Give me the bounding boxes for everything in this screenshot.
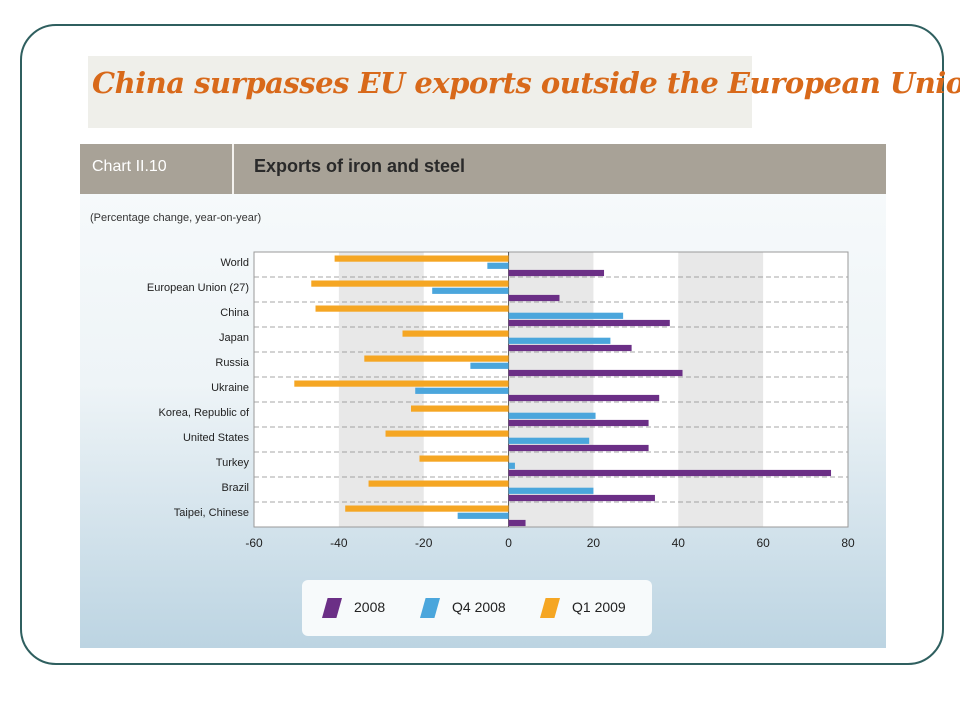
bar-q4-2008 [508,437,590,444]
bar-q4-2008 [432,287,509,294]
bar-q4-2008 [508,337,611,344]
bar-q1-2009 [345,505,509,512]
bar-q1-2009 [294,380,509,387]
category-label: Russia [215,357,250,369]
plot-frame [253,251,849,528]
bar-q1-2009 [402,330,509,337]
x-tick-label: 0 [505,536,512,550]
bar-q4-2008 [470,362,509,369]
x-tick-label: -40 [330,536,348,550]
bar-2008 [508,444,649,452]
category-label: European Union (27) [147,282,249,294]
x-tick-label: -60 [245,536,263,550]
x-tick-label: -20 [415,536,433,550]
bar-q4-2008 [508,412,596,419]
bar-q4-2008 [508,312,624,319]
bar-q4-2008 [508,487,594,494]
bar-2008 [508,519,526,527]
legend-label-2008: 2008 [354,599,386,615]
legend-swatch-q4-2008 [420,598,440,618]
header-divider [232,144,234,194]
category-label: Japan [219,332,249,344]
x-tick-label: 40 [672,536,686,550]
bar-q1-2009 [410,405,509,412]
bar-q4-2008 [415,387,509,394]
bar-2008 [508,269,605,277]
x-tick-label: 60 [756,536,770,550]
chart-title: Exports of iron and steel [254,156,466,176]
category-label: Turkey [216,457,250,469]
bar-q1-2009 [364,355,509,362]
category-label: China [220,307,250,319]
grid-band [508,252,594,527]
chart-header: Chart II.10 Exports of iron and steel [80,144,886,194]
bar-q4-2008 [457,512,509,519]
bar-2008 [508,469,832,477]
legend-label-q1-2009: Q1 2009 [572,599,626,615]
bar-2008 [508,294,560,302]
x-tick-label: 20 [587,536,601,550]
bar-2008 [508,494,655,502]
category-label: Korea, Republic of [159,407,250,419]
chart-number: Chart II.10 [92,158,167,175]
legend-swatch-q1-2009 [540,598,560,618]
bar-2008 [508,369,683,377]
bar-q1-2009 [385,430,509,437]
chart-legend: 2008 Q4 2008 Q1 2009 [302,580,652,636]
x-tick-label: 80 [841,536,855,550]
bar-q4-2008 [508,462,515,469]
bar-q1-2009 [315,305,509,312]
category-label: Ukraine [211,382,249,394]
bar-chart: World European Union (27) China Japan Russia… [147,251,855,550]
slide-frame [20,24,944,665]
bar-q1-2009 [334,255,509,262]
bar-2008 [508,319,670,327]
grid-band [678,252,764,527]
category-label: Brazil [221,482,249,494]
bar-2008 [508,344,632,352]
bar-q1-2009 [311,280,509,287]
bar-2008 [508,419,649,427]
bar-2008 [508,394,660,402]
legend-label-q4-2008: Q4 2008 [452,599,506,615]
bar-q4-2008 [487,262,509,269]
category-label: World [220,257,249,269]
chart-subtitle: (Percentage change, year-on-year) [90,212,262,224]
legend-swatch-2008 [322,598,342,618]
bar-q1-2009 [419,455,509,462]
bar-q1-2009 [368,480,509,487]
slide-headline: China surpasses EU exports outside the E… [88,56,960,128]
category-label: Taipei, Chinese [174,507,249,519]
category-label: United States [183,432,250,444]
